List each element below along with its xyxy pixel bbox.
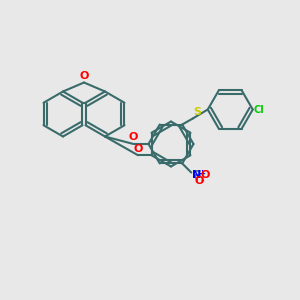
Text: O: O <box>79 71 89 81</box>
Text: N: N <box>192 170 201 180</box>
Text: +: + <box>198 169 205 178</box>
Text: O: O <box>201 170 210 180</box>
Text: O: O <box>195 176 204 186</box>
Text: S: S <box>194 107 201 117</box>
Text: Cl: Cl <box>254 104 265 115</box>
Text: O: O <box>133 144 143 154</box>
Text: -: - <box>201 176 205 185</box>
Text: O: O <box>129 132 138 142</box>
